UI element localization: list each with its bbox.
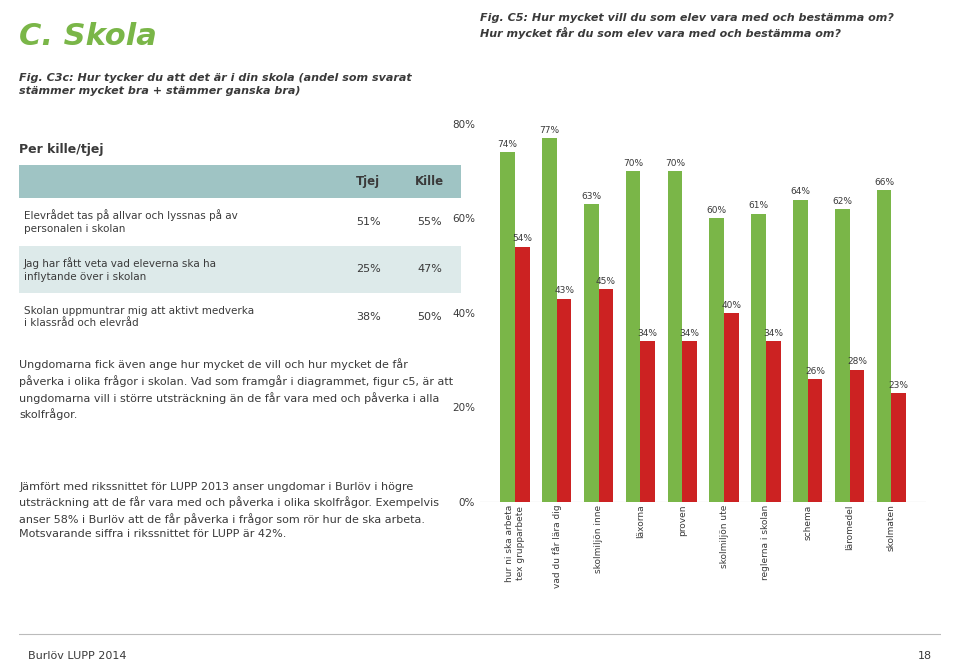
Text: 70%: 70% xyxy=(665,159,685,168)
Text: 55%: 55% xyxy=(418,217,443,227)
Bar xyxy=(640,341,655,502)
Text: 74%: 74% xyxy=(497,140,517,149)
Bar xyxy=(542,138,557,502)
Text: 25%: 25% xyxy=(356,264,380,274)
Text: 45%: 45% xyxy=(596,277,616,286)
Bar xyxy=(724,313,739,502)
Text: 43%: 43% xyxy=(554,286,574,296)
Bar xyxy=(667,171,683,502)
Bar xyxy=(584,204,599,502)
Text: 26%: 26% xyxy=(805,367,825,376)
Text: Ungdomarna fick även ange hur mycket de vill och hur mycket de får
påverka i oli: Ungdomarna fick även ange hur mycket de … xyxy=(19,358,453,421)
Text: 63%: 63% xyxy=(581,192,601,201)
Text: 28%: 28% xyxy=(847,357,867,366)
Bar xyxy=(876,190,892,502)
Text: Fig. C5: Hur mycket vill du som elev vara med och bestämma om?
Hur mycket får du: Fig. C5: Hur mycket vill du som elev var… xyxy=(480,13,894,39)
Text: Jämfört med rikssnittet för LUPP 2013 anser ungdomar i Burlöv i högre
utsträckni: Jämfört med rikssnittet för LUPP 2013 an… xyxy=(19,482,439,539)
Bar xyxy=(626,171,640,502)
Text: 18: 18 xyxy=(918,652,931,662)
Bar xyxy=(683,341,697,502)
FancyBboxPatch shape xyxy=(19,294,461,341)
Bar xyxy=(500,153,515,502)
Text: Fig. C3c: Hur tycker du att det är i din skola (andel som svarat
stämmer mycket : Fig. C3c: Hur tycker du att det är i din… xyxy=(19,72,412,96)
Bar xyxy=(892,393,906,502)
Text: Kille: Kille xyxy=(416,175,444,188)
Text: 40%: 40% xyxy=(721,300,741,310)
Text: 61%: 61% xyxy=(749,201,769,210)
Text: Jag har fått veta vad eleverna ska ha
inflytande över i skolan: Jag har fått veta vad eleverna ska ha in… xyxy=(24,258,217,282)
Bar xyxy=(793,199,807,502)
Bar xyxy=(709,218,724,502)
Text: 66%: 66% xyxy=(875,178,894,187)
Text: 70%: 70% xyxy=(623,159,643,168)
Bar xyxy=(807,379,823,502)
Bar xyxy=(835,209,850,502)
Text: C. Skola: C. Skola xyxy=(19,22,157,52)
Text: Per kille/tjej: Per kille/tjej xyxy=(19,142,104,156)
Text: 50%: 50% xyxy=(418,312,443,322)
FancyBboxPatch shape xyxy=(19,246,461,294)
Text: 23%: 23% xyxy=(889,381,909,390)
Text: 77%: 77% xyxy=(540,126,560,135)
Bar xyxy=(850,369,864,502)
Text: 38%: 38% xyxy=(356,312,380,322)
Text: 47%: 47% xyxy=(418,264,443,274)
Text: 34%: 34% xyxy=(637,329,658,338)
Text: Elevrådet tas på allvar och lyssnas på av
personalen i skolan: Elevrådet tas på allvar och lyssnas på a… xyxy=(24,209,237,234)
Text: 62%: 62% xyxy=(832,197,852,205)
FancyBboxPatch shape xyxy=(19,198,461,246)
Bar xyxy=(752,213,766,502)
Text: Burlöv LUPP 2014: Burlöv LUPP 2014 xyxy=(29,652,127,662)
Text: 51%: 51% xyxy=(356,217,380,227)
Bar xyxy=(557,298,571,502)
Text: 64%: 64% xyxy=(790,187,810,196)
Bar xyxy=(766,341,780,502)
Text: Skolan uppmuntrar mig att aktivt medverka
i klassråd och elevråd: Skolan uppmuntrar mig att aktivt medverk… xyxy=(24,306,253,328)
Bar xyxy=(599,289,613,502)
Text: 34%: 34% xyxy=(763,329,783,338)
Text: 60%: 60% xyxy=(707,206,727,215)
Text: 34%: 34% xyxy=(680,329,700,338)
Text: 54%: 54% xyxy=(513,234,532,244)
Bar xyxy=(515,247,530,502)
FancyBboxPatch shape xyxy=(19,165,461,198)
Text: Tjej: Tjej xyxy=(356,175,380,188)
